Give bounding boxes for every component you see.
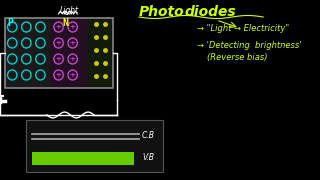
Bar bbox=[50, 18, 88, 88]
Bar bbox=[5, 18, 113, 88]
Text: +: + bbox=[56, 24, 61, 30]
Bar bbox=[26, 120, 163, 172]
Text: P: P bbox=[7, 18, 13, 28]
Text: +: + bbox=[56, 72, 61, 78]
Bar bbox=[88, 18, 113, 88]
Bar bbox=[32, 152, 134, 165]
Text: +: + bbox=[70, 24, 76, 30]
Text: +: + bbox=[56, 56, 61, 62]
Text: C.B: C.B bbox=[142, 132, 155, 141]
Text: → "Light → Electricity": → "Light → Electricity" bbox=[197, 24, 290, 33]
Text: diodes: diodes bbox=[184, 5, 236, 19]
Text: +: + bbox=[70, 56, 76, 62]
Text: +: + bbox=[70, 72, 76, 78]
Text: N: N bbox=[62, 18, 68, 28]
Text: V.B: V.B bbox=[142, 154, 154, 163]
Text: Light: Light bbox=[60, 6, 79, 15]
Text: Photo: Photo bbox=[139, 5, 185, 19]
Text: (Reverse bias): (Reverse bias) bbox=[207, 53, 267, 62]
Text: → 'Detecting  brightness': → 'Detecting brightness' bbox=[197, 40, 302, 50]
Text: +: + bbox=[56, 40, 61, 46]
Bar bbox=[5, 18, 50, 88]
Text: +: + bbox=[70, 40, 76, 46]
